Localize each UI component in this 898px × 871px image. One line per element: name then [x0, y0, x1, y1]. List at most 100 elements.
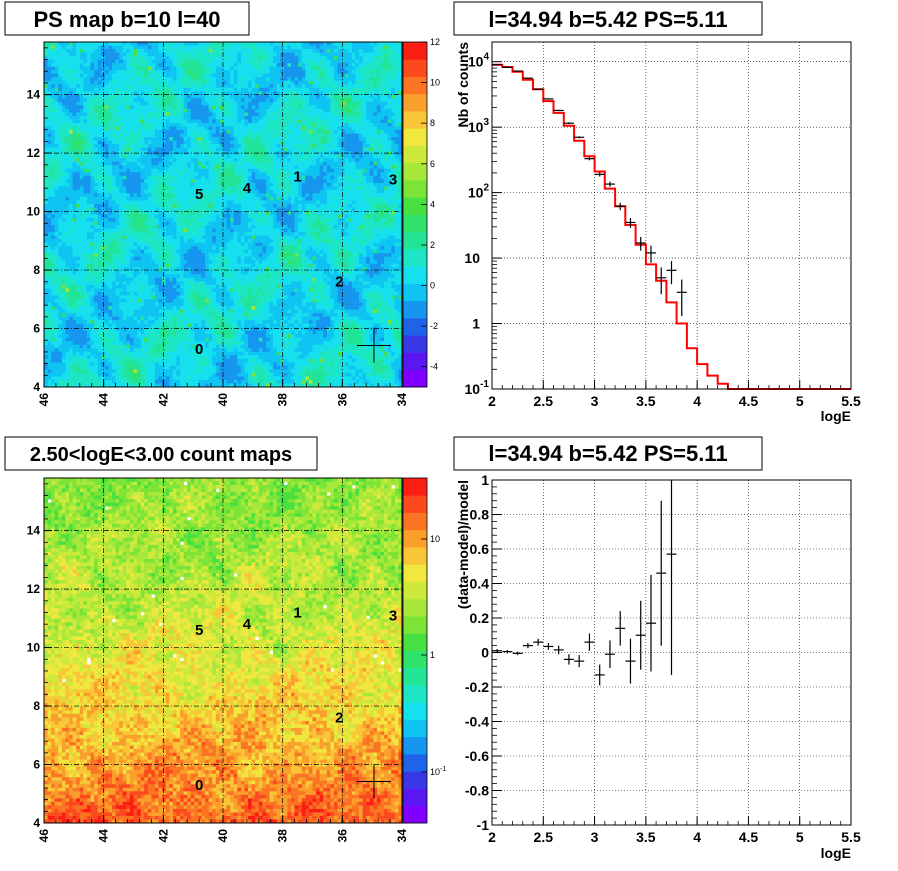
- heatmap-cell: [187, 263, 192, 268]
- heatmap-cell: [58, 365, 63, 370]
- heatmap-cell: [79, 186, 84, 191]
- heatmap-cell: [194, 376, 199, 381]
- heatmap-cell: [115, 105, 120, 110]
- heatmap-cell: [76, 330, 81, 335]
- heatmap-cell: [215, 221, 220, 226]
- heatmap-cell: [122, 122, 127, 127]
- heatmap-cell: [183, 101, 188, 106]
- heatmap-cell: [115, 165, 120, 170]
- heatmap-cell: [172, 277, 177, 282]
- heatmap-cell: [140, 112, 145, 117]
- heatmap-cell: [212, 218, 217, 222]
- heatmap-cell: [108, 320, 113, 324]
- heatmap-cell: [94, 172, 99, 177]
- heatmap-cell: [223, 73, 227, 78]
- heatmap-cell: [104, 186, 109, 191]
- heatmap-cell: [115, 337, 120, 342]
- heatmap-cell: [194, 70, 199, 75]
- heatmap-cell: [104, 218, 109, 222]
- heatmap-cell: [97, 256, 102, 261]
- heatmap-cell: [72, 295, 77, 300]
- heatmap-cell: [205, 210, 210, 215]
- heatmap-cell: [197, 218, 202, 222]
- heatmap-cell: [140, 175, 145, 180]
- heatmap-cell: [219, 270, 224, 275]
- heatmap-cell: [79, 334, 84, 339]
- heatmap-cell: [144, 130, 149, 134]
- heatmap-cell: [187, 246, 192, 251]
- heatmap-cell: [201, 59, 206, 64]
- heatmap-cell: [208, 218, 213, 222]
- heatmap-cell: [172, 158, 177, 163]
- heatmap-cell: [151, 105, 156, 110]
- heatmap-cell: [69, 49, 73, 53]
- heatmap-cell: [90, 49, 95, 53]
- heatmap-cell: [129, 94, 134, 99]
- heatmap-cell: [190, 246, 195, 251]
- heatmap-cell: [215, 80, 220, 85]
- heatmap-cell: [54, 63, 59, 67]
- heatmap-cell: [180, 94, 184, 99]
- heatmap-cell: [140, 225, 145, 229]
- heatmap-cell: [172, 327, 177, 332]
- heatmap-cell: [108, 383, 113, 388]
- heatmap-cell: [158, 77, 163, 82]
- heatmap-cell: [54, 56, 59, 60]
- heatmap-cell: [158, 200, 163, 205]
- heatmap-cell: [47, 225, 52, 229]
- heatmap-cell: [115, 225, 120, 229]
- heatmap-cell: [94, 291, 99, 296]
- heatmap-cell: [212, 295, 217, 300]
- heatmap-cell: [51, 320, 56, 324]
- heatmap-cell: [172, 52, 177, 57]
- heatmap-cell: [187, 327, 192, 332]
- heatmap-cell: [187, 232, 192, 236]
- heatmap-cell: [144, 196, 149, 201]
- heatmap-cell: [119, 221, 124, 226]
- heatmap-cell: [122, 330, 127, 335]
- heatmap-cell: [147, 140, 152, 145]
- heatmap-cell: [208, 63, 213, 67]
- heatmap-cell: [51, 306, 56, 310]
- heatmap-cell: [147, 214, 152, 219]
- heatmap-cell: [61, 91, 66, 96]
- heatmap-cell: [147, 256, 152, 261]
- heatmap-cell: [129, 291, 134, 296]
- heatmap-cell: [90, 144, 95, 148]
- heatmap-cell: [176, 115, 181, 120]
- heatmap-cell: [140, 105, 145, 110]
- heatmap-cell: [65, 309, 70, 314]
- heatmap-cell: [144, 179, 149, 184]
- heatmap-cell: [147, 274, 152, 279]
- heatmap-cell: [115, 246, 120, 251]
- heatmap-cell: [108, 281, 113, 286]
- heatmap-cell: [172, 91, 177, 96]
- heatmap-cell: [108, 291, 113, 296]
- heatmap-cell: [126, 270, 131, 275]
- heatmap-cell: [190, 267, 195, 272]
- heatmap-cell: [122, 49, 127, 53]
- heatmap-cell: [158, 320, 163, 324]
- heatmap-cell: [140, 376, 145, 381]
- heatmap-cell: [90, 70, 95, 75]
- heatmap-cell: [133, 235, 138, 240]
- heatmap-cell: [183, 182, 188, 187]
- heatmap-cell: [47, 84, 52, 89]
- heatmap-cell: [187, 355, 192, 360]
- heatmap-cell: [133, 189, 138, 194]
- heatmap-cell: [61, 165, 66, 170]
- heatmap-cell: [51, 196, 56, 201]
- heatmap-cell: [169, 281, 174, 286]
- heatmap-cell: [208, 260, 213, 265]
- heatmap-cell: [115, 115, 120, 120]
- heatmap-cell: [180, 101, 184, 106]
- heatmap-cell: [65, 126, 70, 131]
- heatmap-cell: [69, 214, 73, 219]
- heatmap-cell: [201, 288, 206, 293]
- heatmap-cell: [147, 119, 152, 124]
- heatmap-cell: [94, 358, 99, 363]
- heatmap-cell: [176, 302, 181, 307]
- heatmap-cell: [205, 203, 210, 208]
- heatmap-cell: [69, 281, 73, 286]
- heatmap-cell: [129, 196, 134, 201]
